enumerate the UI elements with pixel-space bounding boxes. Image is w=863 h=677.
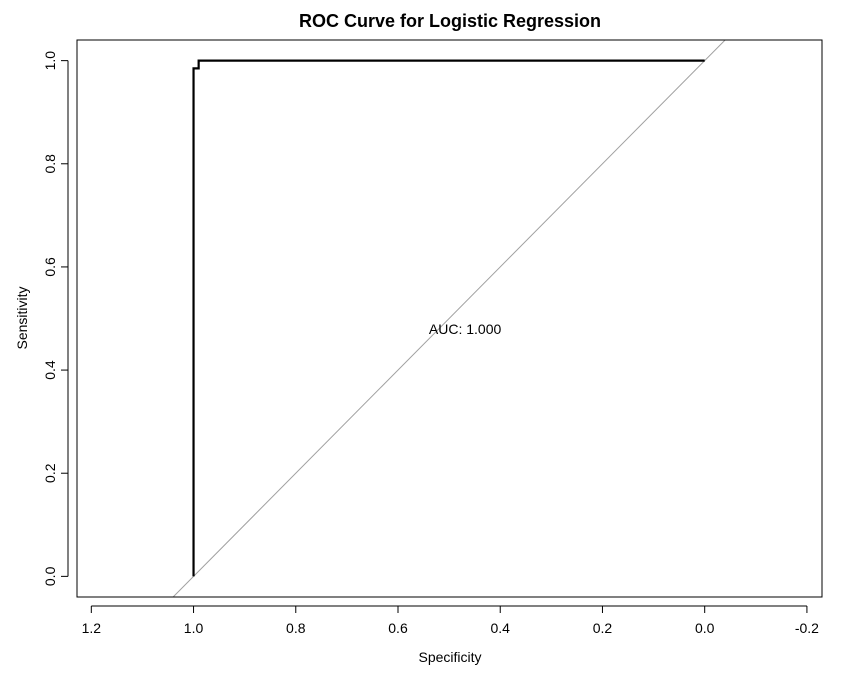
x-axis-label: Specificity: [418, 649, 481, 665]
y-tick-label: 1.0: [42, 51, 58, 71]
y-tick-label: 0.8: [42, 154, 58, 174]
x-tick-label: 0.0: [695, 620, 715, 636]
chart-title: ROC Curve for Logistic Regression: [299, 11, 601, 31]
plot-frame: [76, 39, 823, 598]
x-tick-label: 0.8: [286, 620, 306, 636]
x-tick-label: 0.4: [490, 620, 510, 636]
roc-curve-line: [192, 59, 705, 577]
x-axis: 1.2 1.0 0.8 0.6 0.4 0.2 0.0 -0.2: [82, 605, 819, 636]
reference-diagonal: [172, 40, 726, 597]
x-tick-label: 0.2: [593, 620, 613, 636]
auc-annotation: AUC: 1.000: [429, 321, 502, 337]
x-tick-label: -0.2: [795, 620, 819, 636]
plot-area: [172, 40, 726, 597]
y-tick-label: 0.0: [42, 566, 58, 586]
x-tick-label: 1.2: [82, 620, 102, 636]
x-tick-label: 0.6: [388, 620, 408, 636]
y-tick-label: 0.2: [42, 463, 58, 483]
y-tick-label: 0.6: [42, 257, 58, 277]
y-axis-label: Sensitivity: [14, 286, 30, 349]
y-axis: 0.0 0.2 0.4 0.6 0.8 1.0: [42, 51, 69, 586]
x-tick-label: 1.0: [184, 620, 204, 636]
y-tick-label: 0.4: [42, 360, 58, 380]
